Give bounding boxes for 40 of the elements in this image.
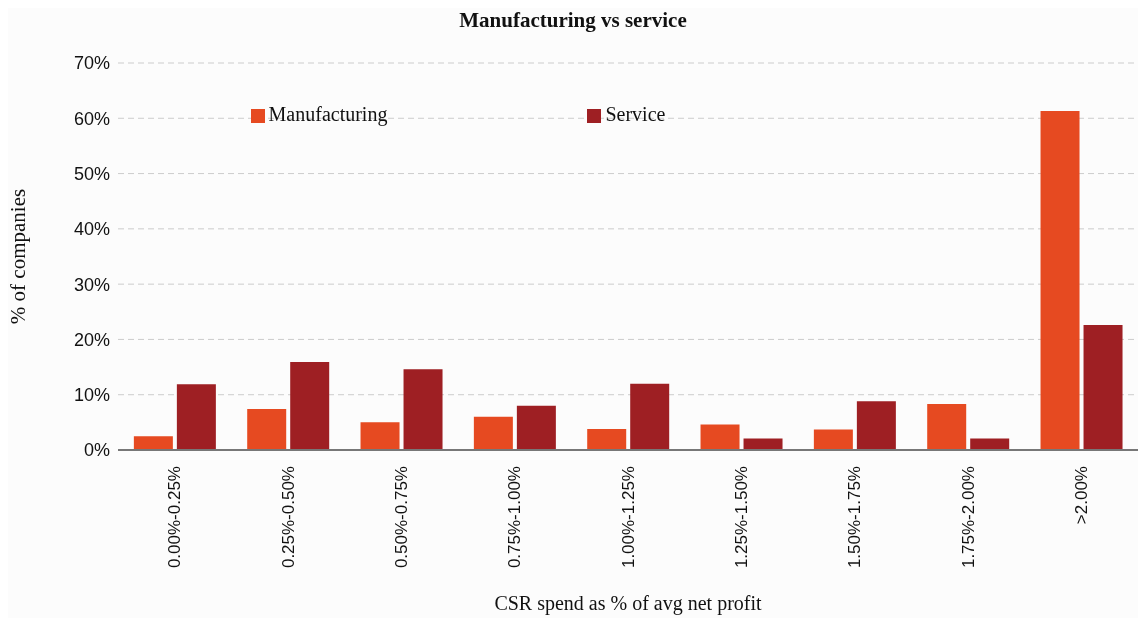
y-tick-label: 50% bbox=[73, 163, 110, 184]
x-tick-label: >2.00% bbox=[1071, 466, 1091, 525]
x-tick-label: 0.00%-0.25% bbox=[165, 466, 185, 569]
bar bbox=[630, 383, 670, 450]
bar bbox=[856, 401, 896, 450]
x-tick-label: 1.00%-1.25% bbox=[618, 466, 638, 569]
bar bbox=[970, 438, 1010, 450]
bar bbox=[247, 409, 287, 450]
bar bbox=[176, 384, 216, 450]
legend-label: Service bbox=[605, 103, 666, 125]
y-tick-label: 40% bbox=[73, 219, 110, 240]
bar bbox=[587, 428, 627, 450]
x-tick-label: 1.25%-1.50% bbox=[731, 466, 751, 569]
y-tick-label: 30% bbox=[73, 274, 110, 295]
bar bbox=[1040, 111, 1080, 450]
x-tick-label: 1.75%-2.00% bbox=[958, 466, 978, 569]
bar bbox=[473, 416, 513, 450]
legend-label: Manufacturing bbox=[268, 103, 388, 125]
bar bbox=[813, 429, 853, 450]
bar bbox=[927, 404, 967, 450]
bar bbox=[290, 362, 330, 450]
y-tick-label: 70% bbox=[73, 53, 110, 74]
bar bbox=[360, 422, 400, 450]
bar bbox=[133, 436, 173, 450]
bar bbox=[743, 438, 783, 450]
x-tick-label: 1.50%-1.75% bbox=[845, 466, 865, 569]
y-axis-title: % of companies bbox=[6, 188, 31, 325]
y-tick-label: 10% bbox=[73, 385, 110, 406]
bar bbox=[1083, 325, 1123, 450]
x-tick-label: 0.75%-1.00% bbox=[505, 466, 525, 569]
y-tick-label: 60% bbox=[73, 108, 110, 129]
bar bbox=[700, 424, 740, 450]
bar bbox=[516, 405, 556, 450]
x-tick-label: 0.50%-0.75% bbox=[391, 466, 411, 569]
y-tick-label: 20% bbox=[73, 329, 110, 350]
chart-title: Manufacturing vs service bbox=[458, 8, 688, 33]
y-tick-label: 0% bbox=[83, 440, 110, 461]
bar bbox=[403, 369, 443, 450]
x-axis-title: CSR spend as % of avg net profit bbox=[494, 592, 763, 615]
x-tick-label: 0.25%-0.50% bbox=[278, 466, 298, 569]
